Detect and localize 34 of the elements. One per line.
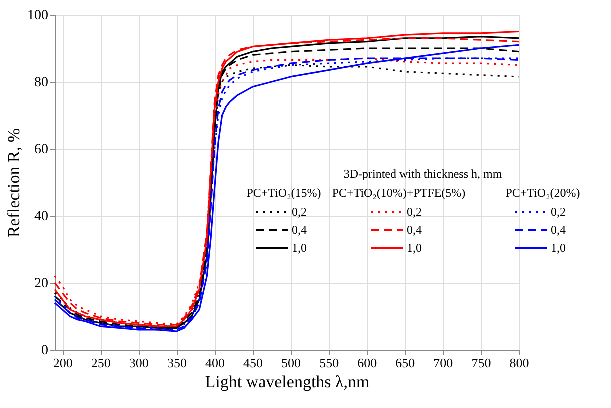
x-tick-label: 450 <box>244 356 264 370</box>
legend-label: 1,0 <box>551 241 566 255</box>
x-tick-label: 350 <box>167 356 187 370</box>
legend-label: 0,2 <box>407 205 422 219</box>
x-tick-label: 200 <box>53 356 73 370</box>
legend-label: 1,0 <box>292 241 307 255</box>
x-tick-label: 650 <box>396 356 416 370</box>
legend-label: 0,4 <box>292 223 307 237</box>
y-tick-label: 0 <box>42 344 48 358</box>
x-tick-label: 800 <box>510 356 530 370</box>
x-tick-label: 300 <box>129 356 149 370</box>
legend-label: 0,2 <box>292 205 307 219</box>
x-tick-label: 600 <box>358 356 378 370</box>
y-tick-label: 20 <box>34 276 48 292</box>
annotation: PC+TiO₂(20%) <box>506 186 580 200</box>
x-tick-label: 700 <box>434 356 454 370</box>
x-tick-label: 400 <box>205 356 225 370</box>
x-axis-title: Light wavelengths λ,nm <box>205 372 370 392</box>
legend-label: 1,0 <box>407 241 422 255</box>
legend-label: 0,4 <box>551 223 566 237</box>
x-tick-label: 750 <box>472 356 492 370</box>
annotation: PC+TiO₂(10%)+PTFE(5%) <box>332 186 466 200</box>
x-tick-label: 550 <box>320 356 340 370</box>
x-tick-label: 500 <box>282 356 302 370</box>
y-tick-label: 60 <box>34 142 48 158</box>
y-tick-label: 40 <box>34 210 48 224</box>
legend-title: 3D-printed with thickness h, mm <box>344 167 503 181</box>
y-tick-label: 100 <box>28 8 48 24</box>
x-tick-label: 250 <box>91 356 111 370</box>
y-axis-title: Reflection R, % <box>4 128 24 238</box>
legend-label: 0,4 <box>407 223 422 237</box>
legend-label: 0,2 <box>551 205 566 219</box>
annotation: PC+TiO₂(15%) <box>246 186 322 200</box>
y-tick-label: 80 <box>34 76 48 90</box>
